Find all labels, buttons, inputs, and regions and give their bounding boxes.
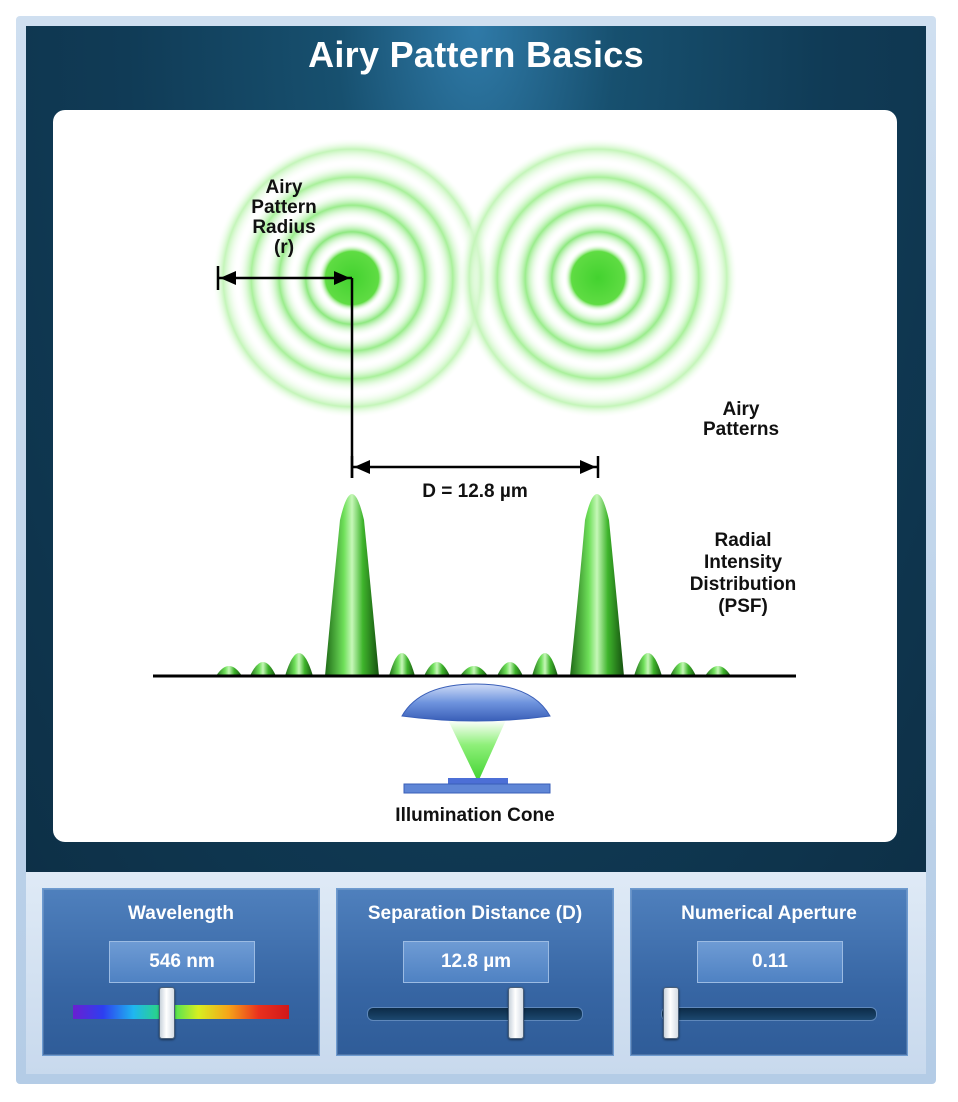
wavelength-control: Wavelength 546 nm xyxy=(42,888,320,1056)
separation-control: Separation Distance (D) 12.8 µm xyxy=(336,888,614,1056)
wavelength-value: 546 nm xyxy=(109,941,255,983)
psf-peak-left xyxy=(325,494,379,676)
separation-label: D = 12.8 µm xyxy=(422,481,528,502)
airy-pattern-right xyxy=(458,138,738,418)
separation-arrow xyxy=(350,456,600,478)
aperture-control: Numerical Aperture 0.11 xyxy=(630,888,908,1056)
app-title: Airy Pattern Basics xyxy=(308,34,644,75)
radius-arrow xyxy=(216,266,352,290)
separation-value: 12.8 µm xyxy=(403,941,549,983)
psf-label: Radial Intensity Distribution (PSF) xyxy=(689,530,797,617)
aperture-value: 0.11 xyxy=(697,941,843,983)
wavelength-slider-thumb[interactable] xyxy=(159,987,175,1039)
separation-slider-thumb[interactable] xyxy=(507,987,524,1039)
illumination-cone-graphic xyxy=(401,683,551,794)
separation-title: Separation Distance (D) xyxy=(367,903,583,924)
radius-label: Airy Pattern Radius (r) xyxy=(251,177,317,258)
psf-profile xyxy=(216,494,731,676)
aperture-slider-track[interactable] xyxy=(661,1007,877,1021)
illumination-cone-label: Illumination Cone xyxy=(395,805,555,826)
separation-slider-track[interactable] xyxy=(367,1007,583,1021)
aperture-title: Numerical Aperture xyxy=(681,903,857,924)
airy-patterns-label: Airy Patterns xyxy=(702,399,780,440)
psf-peak-right xyxy=(570,494,624,676)
aperture-slider-thumb[interactable] xyxy=(663,987,679,1039)
wavelength-title: Wavelength xyxy=(128,903,234,924)
wavelength-spectrum-track[interactable] xyxy=(73,1005,289,1019)
